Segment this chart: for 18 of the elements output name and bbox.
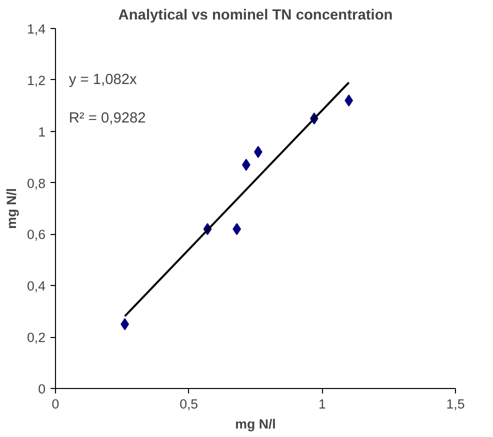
y-tick-label: 0,6	[26, 227, 46, 242]
annotation: y = 1,082x	[68, 72, 138, 88]
chart-title: Analytical vs nominel TN concentration	[118, 8, 393, 24]
x-axis-title: mg N/l	[235, 416, 276, 432]
y-tick-label: 0	[38, 382, 46, 396]
annotation: R² = 0,9282	[68, 110, 146, 126]
point	[344, 94, 353, 106]
y-axis-title: mg N/l	[4, 188, 19, 229]
x-tick-label: 0,5	[180, 396, 198, 412]
y-tick-label: 1,4	[26, 22, 46, 36]
y-tick-label: 1	[38, 124, 46, 140]
x-tick-label: 0	[52, 396, 60, 412]
y-tick-label: 0,8	[26, 176, 46, 191]
y-tick-label: 0,4	[26, 278, 46, 294]
y-tick-label: 1,2	[26, 72, 46, 88]
y-tick-label: 0,2	[26, 330, 46, 346]
x-tick-label: 1	[318, 396, 326, 412]
x-tick-label: 1,5	[446, 396, 465, 412]
